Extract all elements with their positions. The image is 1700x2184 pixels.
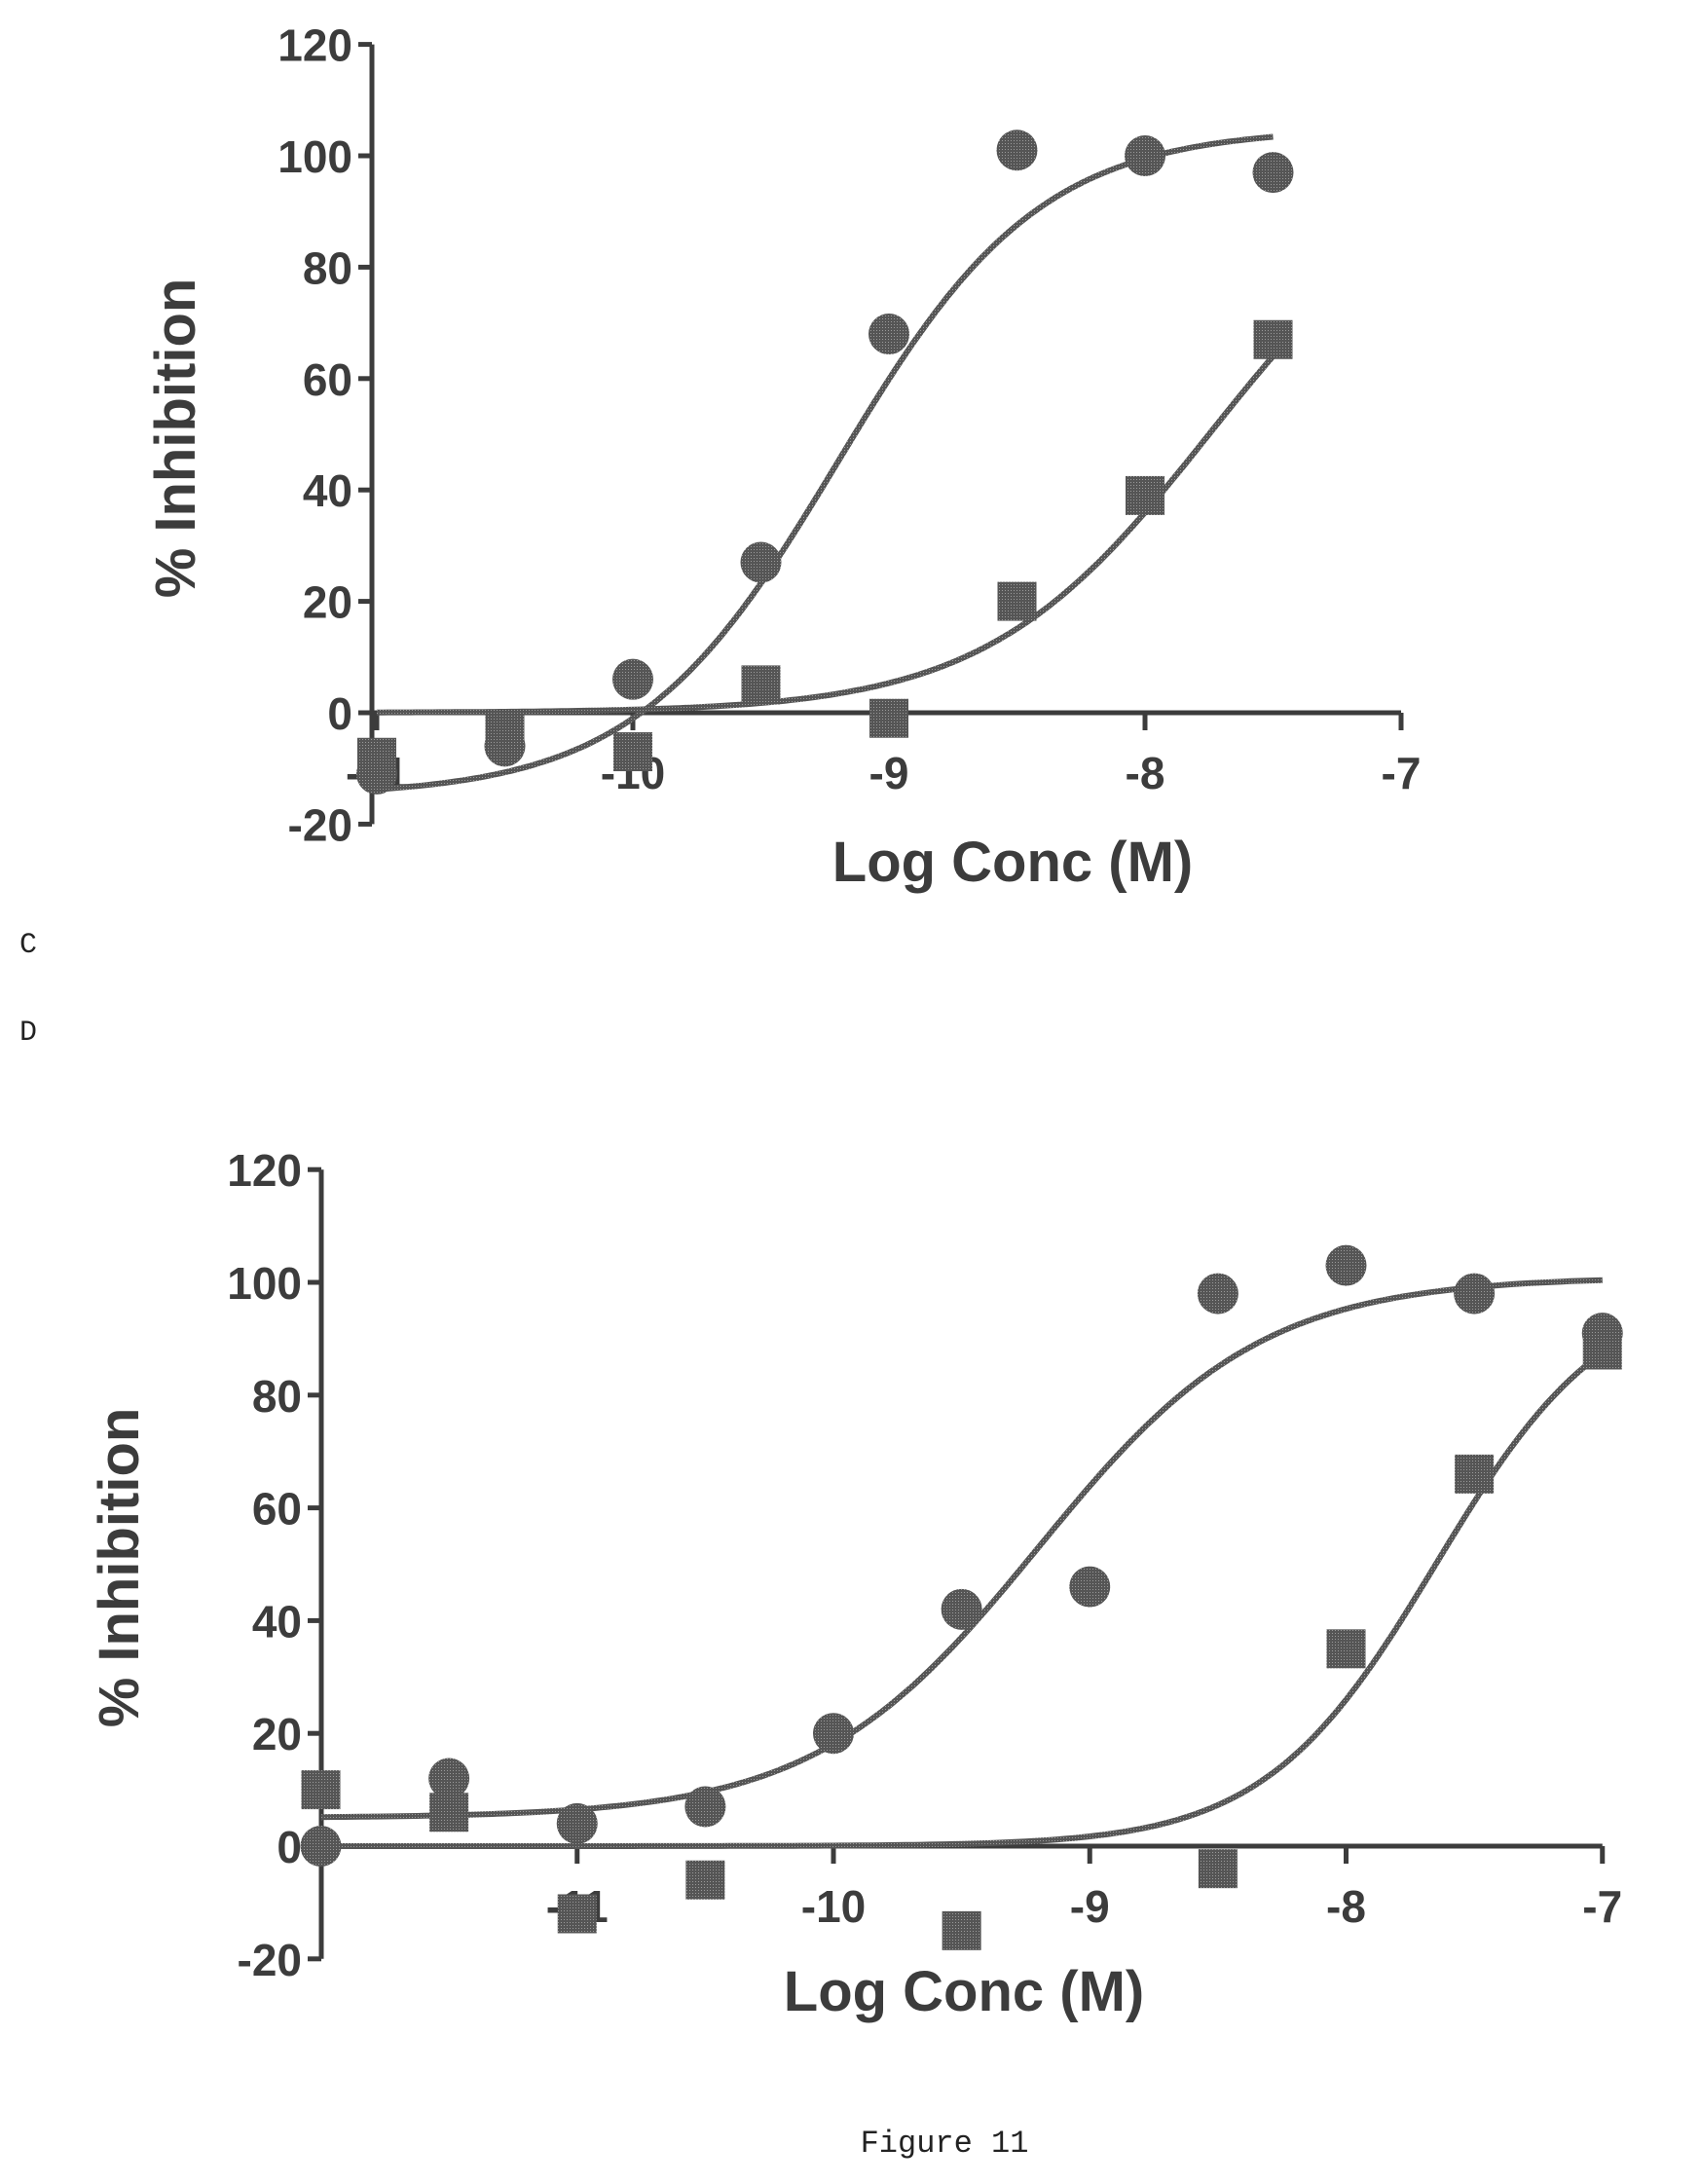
data-point-circle xyxy=(556,1802,598,1844)
figure-caption: Figure 11 xyxy=(861,2126,1029,2162)
data-point-square xyxy=(557,1894,597,1934)
data-point-circle xyxy=(740,541,782,583)
data-point-square xyxy=(1582,1330,1622,1370)
data-point-circle xyxy=(996,130,1038,171)
data-point-square xyxy=(997,581,1037,621)
y-tick-label: 0 xyxy=(327,688,352,739)
data-point-circle xyxy=(868,314,909,355)
data-point-square xyxy=(429,1793,469,1832)
data-point-circle xyxy=(1252,152,1294,194)
y-tick-label: 100 xyxy=(227,1258,302,1309)
y-tick-label: 80 xyxy=(303,242,352,293)
y-axis-title: % Inhibition xyxy=(144,278,207,599)
data-point-circle xyxy=(1197,1273,1238,1314)
data-point-circle xyxy=(941,1588,982,1630)
x-axis-title: Log Conc (M) xyxy=(832,831,1193,894)
y-tick-label: 40 xyxy=(303,465,352,516)
y-tick-label: -20 xyxy=(288,799,352,850)
data-point-circle xyxy=(1325,1244,1367,1286)
data-point-circle xyxy=(813,1713,854,1755)
chart-panel-c: % Inhibition Log Conc (M) -20 0 20 40 60 80 10… xyxy=(144,20,1421,894)
data-point-square xyxy=(685,1860,725,1900)
y-tick-label: 40 xyxy=(252,1596,302,1647)
data-point-circle xyxy=(684,1786,726,1828)
data-point-square xyxy=(1253,319,1293,359)
data-point-square xyxy=(485,710,525,750)
data-point-square xyxy=(1455,1454,1495,1494)
x-tick-label: -9 xyxy=(1070,1881,1110,1932)
fit-curve-square xyxy=(377,353,1275,716)
x-tick-label: -8 xyxy=(1326,1881,1366,1932)
data-point-square xyxy=(1326,1629,1366,1669)
x-tick-label: -7 xyxy=(1382,748,1422,798)
x-tick-label: -7 xyxy=(1582,1881,1622,1932)
data-point-square xyxy=(1198,1849,1238,1889)
data-point-circle xyxy=(1125,135,1165,176)
x-axis-title: Log Conc (M) xyxy=(784,1960,1144,2023)
panel-label-c: C xyxy=(19,929,37,962)
fit-curve-circle xyxy=(376,133,1274,793)
y-axis-title: % Inhibition xyxy=(88,1408,151,1728)
fit-curve-square xyxy=(320,1350,1605,1849)
y-tick-label: 80 xyxy=(252,1371,302,1422)
x-tick-label: -8 xyxy=(1126,748,1165,798)
data-point-square xyxy=(869,698,908,738)
y-tick-label: 20 xyxy=(303,577,352,628)
data-point-circle xyxy=(612,658,653,700)
data-point-circle xyxy=(1069,1566,1111,1608)
fit-curve-circle xyxy=(320,1277,1603,1821)
data-point-square xyxy=(1126,475,1164,515)
y-tick-label: -20 xyxy=(238,1935,302,1985)
data-point-square xyxy=(613,732,652,772)
x-tick-label: -9 xyxy=(869,748,909,798)
data-point-circle xyxy=(1454,1273,1496,1314)
chart-panel-d: % Inhibition Log Conc (M) -20 0 20 40 60 80 10… xyxy=(88,1145,1623,2023)
data-point-square xyxy=(942,1910,981,1950)
y-tick-label: 20 xyxy=(252,1709,302,1759)
data-point-circle xyxy=(300,1826,342,1867)
y-tick-label: 60 xyxy=(252,1484,302,1535)
y-tick-label: 100 xyxy=(277,131,352,182)
data-point-square xyxy=(357,737,396,777)
y-tick-label: 120 xyxy=(227,1145,302,1196)
panel-label-d: D xyxy=(19,1017,37,1050)
data-point-square xyxy=(301,1770,341,1810)
y-tick-label: 120 xyxy=(277,20,352,71)
y-tick-label: 60 xyxy=(303,354,352,405)
data-point-square xyxy=(741,665,781,705)
x-tick-label: -10 xyxy=(801,1881,866,1932)
y-tick-label: 0 xyxy=(277,1822,302,1872)
data-point-circle xyxy=(428,1758,470,1799)
